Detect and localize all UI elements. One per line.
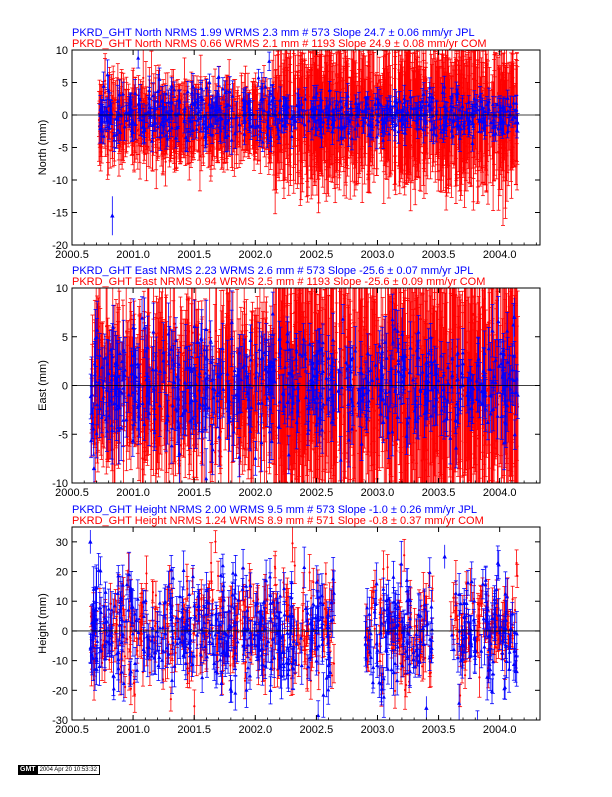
data-point: [173, 142, 175, 144]
data-point: [378, 80, 380, 82]
data-point: [411, 124, 413, 126]
data-point: [372, 94, 374, 96]
data-point: [492, 145, 494, 147]
data-point: [142, 77, 144, 79]
data-point: [399, 135, 401, 137]
data-point: [210, 145, 212, 147]
plot-area: [97, 19, 520, 235]
data-point: [155, 152, 157, 154]
data-point: [307, 138, 309, 140]
data-point: [262, 127, 264, 129]
data-point: [229, 123, 231, 125]
data-point: [510, 142, 512, 144]
data-point: [387, 90, 389, 92]
data-point: [165, 161, 167, 163]
data-point: [179, 122, 181, 124]
data-point: [434, 106, 436, 108]
data-point: [212, 129, 214, 131]
data-point: [482, 94, 484, 96]
data-point: [352, 80, 354, 82]
data-point: [293, 90, 295, 92]
data-point: [207, 107, 209, 109]
data-point: [122, 138, 124, 140]
data-point: [438, 104, 440, 106]
data-point: [112, 90, 114, 92]
data-point: [317, 140, 319, 142]
data-point: [181, 117, 183, 119]
data-point: [109, 149, 111, 151]
data-point: [277, 90, 279, 92]
data-point: [427, 132, 429, 134]
data-point: [134, 107, 136, 109]
data-point: [149, 139, 151, 141]
